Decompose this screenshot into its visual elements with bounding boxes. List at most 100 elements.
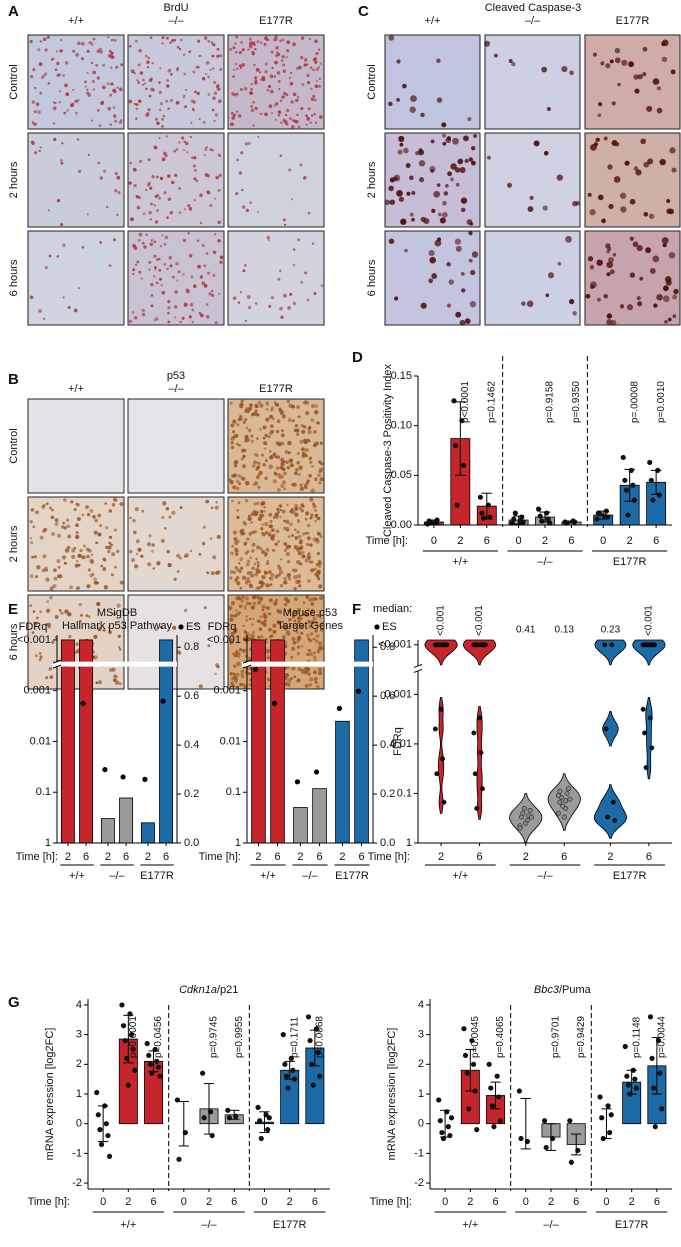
stained-nucleus: [244, 607, 247, 611]
stained-nucleus: [282, 69, 287, 73]
stained-nucleus: [235, 62, 238, 66]
panel-letter: C: [358, 3, 369, 20]
stained-nucleus: [206, 190, 210, 194]
data-point: [564, 791, 570, 796]
stained-nucleus: [77, 41, 81, 46]
stained-nucleus: [304, 684, 309, 688]
stained-nucleus: [110, 82, 114, 86]
stained-nucleus: [289, 81, 294, 86]
stained-nucleus: [310, 601, 315, 607]
stained-nucleus: [299, 539, 303, 543]
stained-nucleus: [133, 564, 139, 569]
stained-nucleus: [117, 645, 121, 649]
stained-nucleus: [312, 94, 316, 98]
stained-nucleus: [242, 624, 245, 628]
stained-nucleus: [245, 601, 250, 606]
stained-nucleus: [320, 478, 324, 482]
stained-nucleus: [167, 311, 170, 315]
stained-nucleus: [636, 245, 643, 252]
stained-nucleus: [302, 451, 305, 455]
stained-nucleus: [656, 293, 663, 301]
data-point: [646, 642, 652, 648]
stained-nucleus: [29, 537, 33, 540]
stained-nucleus: [285, 551, 290, 557]
stained-nucleus: [318, 645, 323, 650]
stained-nucleus: [260, 635, 264, 639]
data-point: [310, 1082, 316, 1088]
stained-nucleus: [148, 94, 152, 98]
stained-nucleus: [254, 81, 258, 85]
stained-nucleus: [389, 199, 396, 205]
micrograph: [128, 399, 224, 493]
axis-break: [52, 661, 177, 667]
stained-nucleus: [256, 465, 260, 470]
data-point: [471, 730, 477, 736]
stained-nucleus: [247, 656, 252, 661]
stained-nucleus: [73, 546, 77, 550]
stained-nucleus: [270, 408, 273, 412]
stained-nucleus: [405, 163, 411, 168]
stained-nucleus: [269, 450, 272, 453]
stained-nucleus: [319, 467, 324, 472]
data-point: [599, 1115, 605, 1121]
stained-nucleus: [209, 537, 213, 540]
y-tick-label: 3: [76, 1029, 82, 1041]
stained-nucleus: [587, 256, 594, 262]
stained-nucleus: [192, 164, 196, 168]
stained-nucleus: [192, 70, 196, 74]
stained-nucleus: [32, 610, 36, 613]
stained-nucleus: [116, 86, 119, 89]
stained-nucleus: [252, 460, 258, 465]
stained-nucleus: [249, 201, 253, 205]
stained-nucleus: [66, 524, 71, 529]
data-point: [512, 510, 518, 516]
stained-nucleus: [34, 86, 37, 90]
stained-nucleus: [234, 552, 239, 557]
stained-nucleus: [114, 119, 117, 123]
stained-nucleus: [87, 568, 91, 572]
stained-nucleus: [310, 516, 313, 519]
stained-nucleus: [216, 84, 220, 88]
stained-nucleus: [298, 535, 302, 539]
stained-nucleus: [40, 75, 45, 80]
stained-nucleus: [291, 125, 295, 129]
bar: [79, 639, 94, 844]
stained-nucleus: [64, 61, 69, 65]
stained-nucleus: [248, 683, 252, 686]
stained-nucleus: [29, 295, 34, 299]
stained-nucleus: [300, 447, 305, 452]
stained-nucleus: [294, 535, 299, 540]
stained-nucleus: [279, 154, 282, 157]
stained-nucleus: [601, 218, 606, 224]
stained-nucleus: [541, 66, 548, 73]
stained-nucleus: [249, 617, 252, 621]
break-mark: [413, 668, 423, 673]
stained-nucleus: [237, 473, 242, 478]
stained-nucleus: [101, 100, 104, 104]
stained-nucleus: [183, 72, 186, 76]
stained-nucleus: [103, 585, 109, 590]
stained-nucleus: [460, 197, 468, 204]
stained-nucleus: [254, 302, 258, 305]
stained-nucleus: [315, 68, 319, 71]
chart-title: Mouse p53: [283, 607, 337, 619]
stained-nucleus: [238, 604, 243, 609]
stained-nucleus: [187, 232, 190, 235]
stained-nucleus: [279, 409, 284, 414]
stained-nucleus: [59, 38, 63, 42]
stained-nucleus: [135, 539, 140, 544]
stained-nucleus: [270, 534, 275, 539]
p-value: p=0.0045: [470, 1016, 481, 1058]
y2-tick-label: 0.8: [380, 641, 395, 653]
stained-nucleus: [57, 565, 61, 569]
stained-nucleus: [148, 268, 151, 271]
stained-nucleus: [39, 40, 43, 43]
stained-nucleus: [194, 90, 197, 94]
stained-nucleus: [205, 252, 209, 255]
stained-nucleus: [264, 112, 268, 117]
stained-nucleus: [250, 88, 253, 91]
stained-nucleus: [251, 464, 256, 468]
stained-nucleus: [307, 211, 311, 215]
stained-nucleus: [455, 245, 462, 252]
data-point: [647, 459, 653, 466]
